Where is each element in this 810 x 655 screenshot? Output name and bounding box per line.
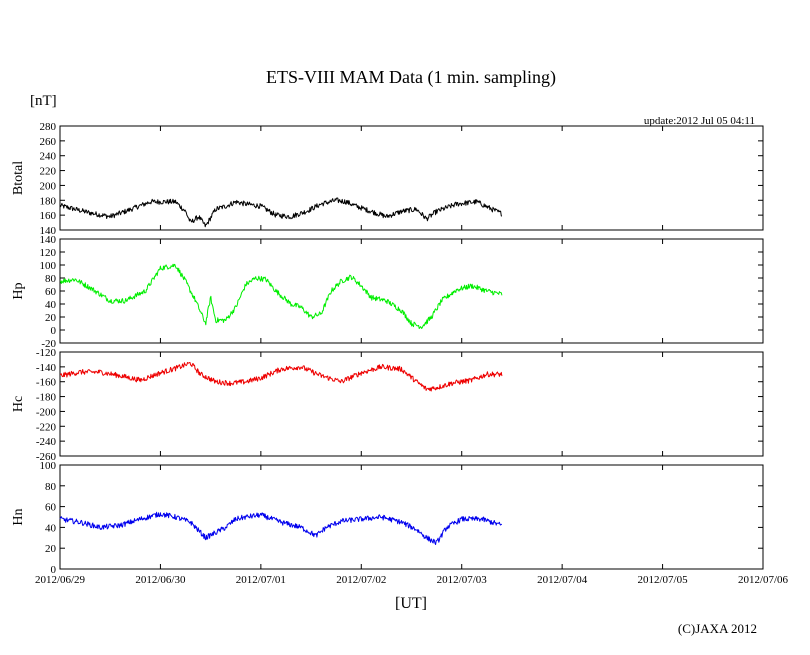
- y-tick-label: 0: [51, 564, 57, 576]
- panel-frame-hp: [59, 238, 764, 344]
- y-tick-label: 140: [40, 225, 57, 237]
- copyright-label: (C)JAXA 2012: [678, 621, 757, 636]
- y-tick-label: -140: [36, 362, 57, 374]
- panel-label-hn: Hn: [11, 508, 26, 525]
- y-tick-label: 80: [45, 481, 57, 493]
- y-tick-label: 200: [40, 180, 57, 192]
- y-tick-label: 60: [45, 502, 57, 514]
- series-line-btotal: [59, 197, 503, 228]
- panel-label-btotal: Btotal: [11, 161, 26, 195]
- series-line-hn: [59, 511, 502, 545]
- y-tick-label: 40: [45, 522, 57, 534]
- y-tick-label: 280: [40, 121, 57, 133]
- series-line-hc: [59, 362, 503, 392]
- y-tick-label: 0: [51, 325, 57, 337]
- panel-frame-btotal: [59, 125, 764, 231]
- chart-title: ETS-VIII MAM Data (1 min. sampling): [266, 67, 556, 88]
- x-tick-label: 2012/06/29: [35, 574, 86, 586]
- y-tick-label: -180: [36, 392, 57, 404]
- y-tick-label: 80: [45, 273, 57, 285]
- y-tick-label: 60: [45, 286, 57, 298]
- panel-frame-hn: [59, 464, 764, 570]
- y-tick-label: -260: [36, 451, 57, 463]
- x-tick-label: 2012/06/30: [135, 574, 186, 586]
- series-line-hp: [59, 263, 503, 329]
- y-tick-label: 240: [40, 151, 57, 163]
- y-tick-label: 260: [40, 136, 57, 148]
- y-tick-label: 20: [45, 543, 57, 555]
- y-tick-label: 140: [40, 234, 57, 246]
- y-tick-label: -200: [36, 406, 57, 418]
- y-tick-label: 100: [40, 260, 57, 272]
- y-tick-label: 20: [45, 312, 57, 324]
- panel-label-hp: Hp: [11, 282, 26, 299]
- y-tick-label: -120: [36, 347, 57, 359]
- y-tick-label: -240: [36, 436, 57, 448]
- x-tick-label: 2012/07/04: [537, 574, 588, 586]
- x-tick-label: 2012/07/03: [437, 574, 488, 586]
- x-tick-label: 2012/07/05: [638, 574, 689, 586]
- x-axis-label: [UT]: [395, 595, 427, 612]
- y-tick-label: -220: [36, 421, 57, 433]
- y-tick-label: 220: [40, 166, 57, 178]
- y-tick-label: 180: [40, 195, 57, 207]
- update-timestamp: update:2012 Jul 05 04:11: [644, 115, 755, 127]
- panel-frame-hc: [59, 351, 764, 457]
- x-tick-label: 2012/07/06: [738, 574, 789, 586]
- y-tick-label: 120: [40, 247, 57, 259]
- y-tick-label: 160: [40, 210, 57, 222]
- unit-label: [nT]: [30, 93, 57, 109]
- x-tick-label: 2012/07/02: [336, 574, 386, 586]
- x-tick-label: 2012/07/01: [236, 574, 286, 586]
- y-tick-label: -160: [36, 377, 57, 389]
- panel-label-hc: Hc: [11, 396, 26, 412]
- y-tick-label: 40: [45, 299, 57, 311]
- y-tick-label: -20: [41, 338, 56, 350]
- chart-panels: 140160180200220240260280Btotal-200204060…: [11, 121, 789, 586]
- y-tick-label: 100: [40, 460, 57, 472]
